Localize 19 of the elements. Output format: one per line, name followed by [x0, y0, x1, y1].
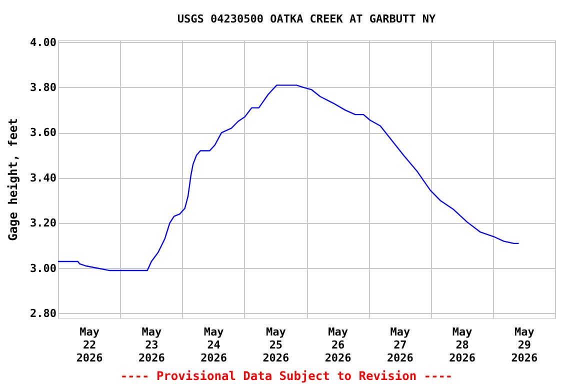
x-tick-label: May 24 2026: [200, 326, 228, 364]
y-axis-title: Gage height, feet: [6, 118, 20, 241]
x-tick-label: May 28 2026: [449, 326, 476, 364]
chart-title: USGS 04230500 OATKA CREEK AT GARBUTT NY: [177, 12, 436, 26]
line-series: [57, 84, 520, 272]
text: ---- Provisional Data Subject to Revision ----: [120, 369, 453, 383]
x-tick-label: May 29 2026: [511, 326, 538, 364]
y-tick-label: 2.80: [30, 306, 56, 320]
x-tick-label: May 26 2026: [324, 326, 352, 364]
x-tick-label: May 23 2026: [138, 326, 166, 364]
y-tick-label: 3.40: [30, 171, 56, 184]
x-tick-label: May 27 2026: [386, 326, 414, 364]
x-tick-label: May 25 2026: [262, 326, 290, 364]
y-tick-label: 3.60: [30, 126, 56, 140]
y-tick-label: 3.80: [30, 80, 56, 94]
y-tick-label: 3.20: [30, 216, 56, 230]
y-tick-label: 4.00: [30, 36, 56, 49]
x-tick-label: May 22 2026: [76, 326, 104, 364]
y-tick-label: 3.00: [30, 262, 56, 275]
